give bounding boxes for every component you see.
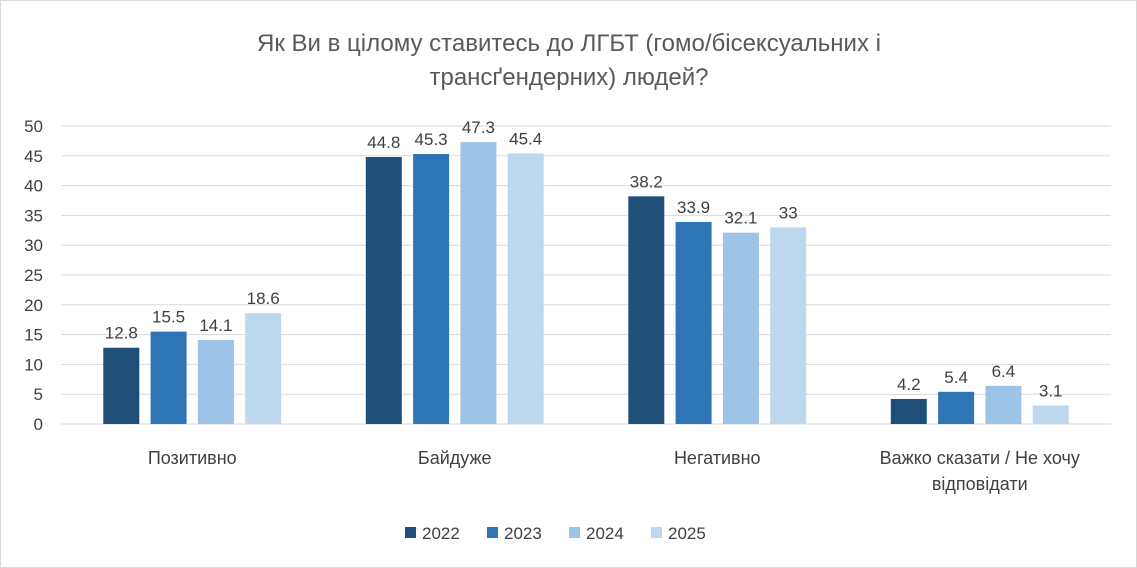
bar-2023	[413, 154, 450, 424]
bar-2022	[890, 398, 927, 424]
data-label-2023: 45.3	[415, 130, 448, 149]
data-label-2024: 6.4	[992, 362, 1016, 381]
bar-2023	[675, 221, 712, 424]
bar-2022	[365, 156, 402, 424]
legend-swatch-2024	[569, 527, 580, 538]
bar-2023	[938, 391, 975, 424]
gridlines	[61, 125, 1111, 425]
legend-label-2023: 2023	[504, 524, 542, 543]
y-tick-label: 5	[34, 385, 43, 404]
data-label-2022: 44.8	[367, 133, 400, 152]
y-tick-label: 30	[24, 236, 43, 255]
y-tick-label: 35	[24, 206, 43, 225]
bar-2025	[245, 313, 282, 424]
data-label-2023: 33.9	[677, 198, 710, 217]
data-label-2022: 12.8	[105, 324, 138, 343]
legend-swatch-2022	[405, 527, 416, 538]
data-label-2024: 14.1	[199, 316, 232, 335]
data-label-2025: 45.4	[509, 129, 542, 148]
y-tick-label: 25	[24, 266, 43, 285]
data-label-2023: 15.5	[152, 308, 185, 327]
bars	[103, 142, 1069, 425]
category-label: Негативно	[674, 448, 761, 468]
bar-2025	[1032, 405, 1069, 424]
y-tick-label: 0	[34, 415, 43, 434]
bar-2024	[722, 232, 759, 424]
legend-label-2025: 2025	[668, 524, 706, 543]
bar-2023	[150, 331, 187, 424]
legend-label-2024: 2024	[586, 524, 624, 543]
data-labels: 12.8 15.5 14.1 18.6 44.8 45.3 47.3 45.4 38.2 33.9…	[105, 118, 1063, 400]
data-label-2022: 4.2	[897, 375, 921, 394]
y-tick-label: 40	[24, 177, 43, 196]
chart-title: Як Ви в цілому ставитесь до ЛГБТ (гомо/б…	[257, 30, 881, 91]
data-label-2025: 18.6	[247, 289, 280, 308]
category-label: Байдуже	[418, 448, 492, 468]
y-tick-label: 45	[24, 147, 43, 166]
chart-title-line-1: Як Ви в цілому ставитесь до ЛГБТ (гомо/б…	[257, 30, 881, 57]
category-label: відповідати	[932, 474, 1028, 494]
legend-label-2022: 2022	[422, 524, 460, 543]
data-label-2022: 38.2	[630, 172, 663, 191]
bar-2022	[628, 196, 665, 424]
bar-2024	[460, 142, 497, 425]
legend-swatch-2025	[651, 527, 662, 538]
bar-2024	[985, 385, 1022, 424]
chart-title-line-2: трансґендерних) людей?	[429, 64, 708, 91]
y-axis-ticks: 0 5 10 15 20 25 30 35 40 45 50	[24, 117, 43, 434]
bar-2022	[103, 347, 140, 424]
y-tick-label: 50	[24, 117, 43, 136]
bar-2025	[770, 227, 807, 424]
data-label-2023: 5.4	[944, 368, 968, 387]
legend-swatch-2023	[487, 527, 498, 538]
y-tick-label: 15	[24, 326, 43, 345]
category-label: Позитивно	[148, 448, 237, 468]
bar-2024	[197, 339, 234, 424]
x-axis-categories: Позитивно Байдуже Негативно Важко сказати /…	[148, 448, 1080, 494]
y-tick-label: 10	[24, 355, 43, 374]
data-label-2025: 3.1	[1039, 382, 1063, 401]
category-label: Важко сказати / Не хочу	[880, 448, 1080, 468]
y-tick-label: 20	[24, 296, 43, 315]
legend: 2022 2023 2024 2025	[405, 524, 706, 543]
data-label-2025: 33	[779, 203, 798, 222]
bar-2025	[507, 153, 544, 424]
data-label-2024: 32.1	[724, 209, 757, 228]
data-label-2024: 47.3	[462, 118, 495, 137]
